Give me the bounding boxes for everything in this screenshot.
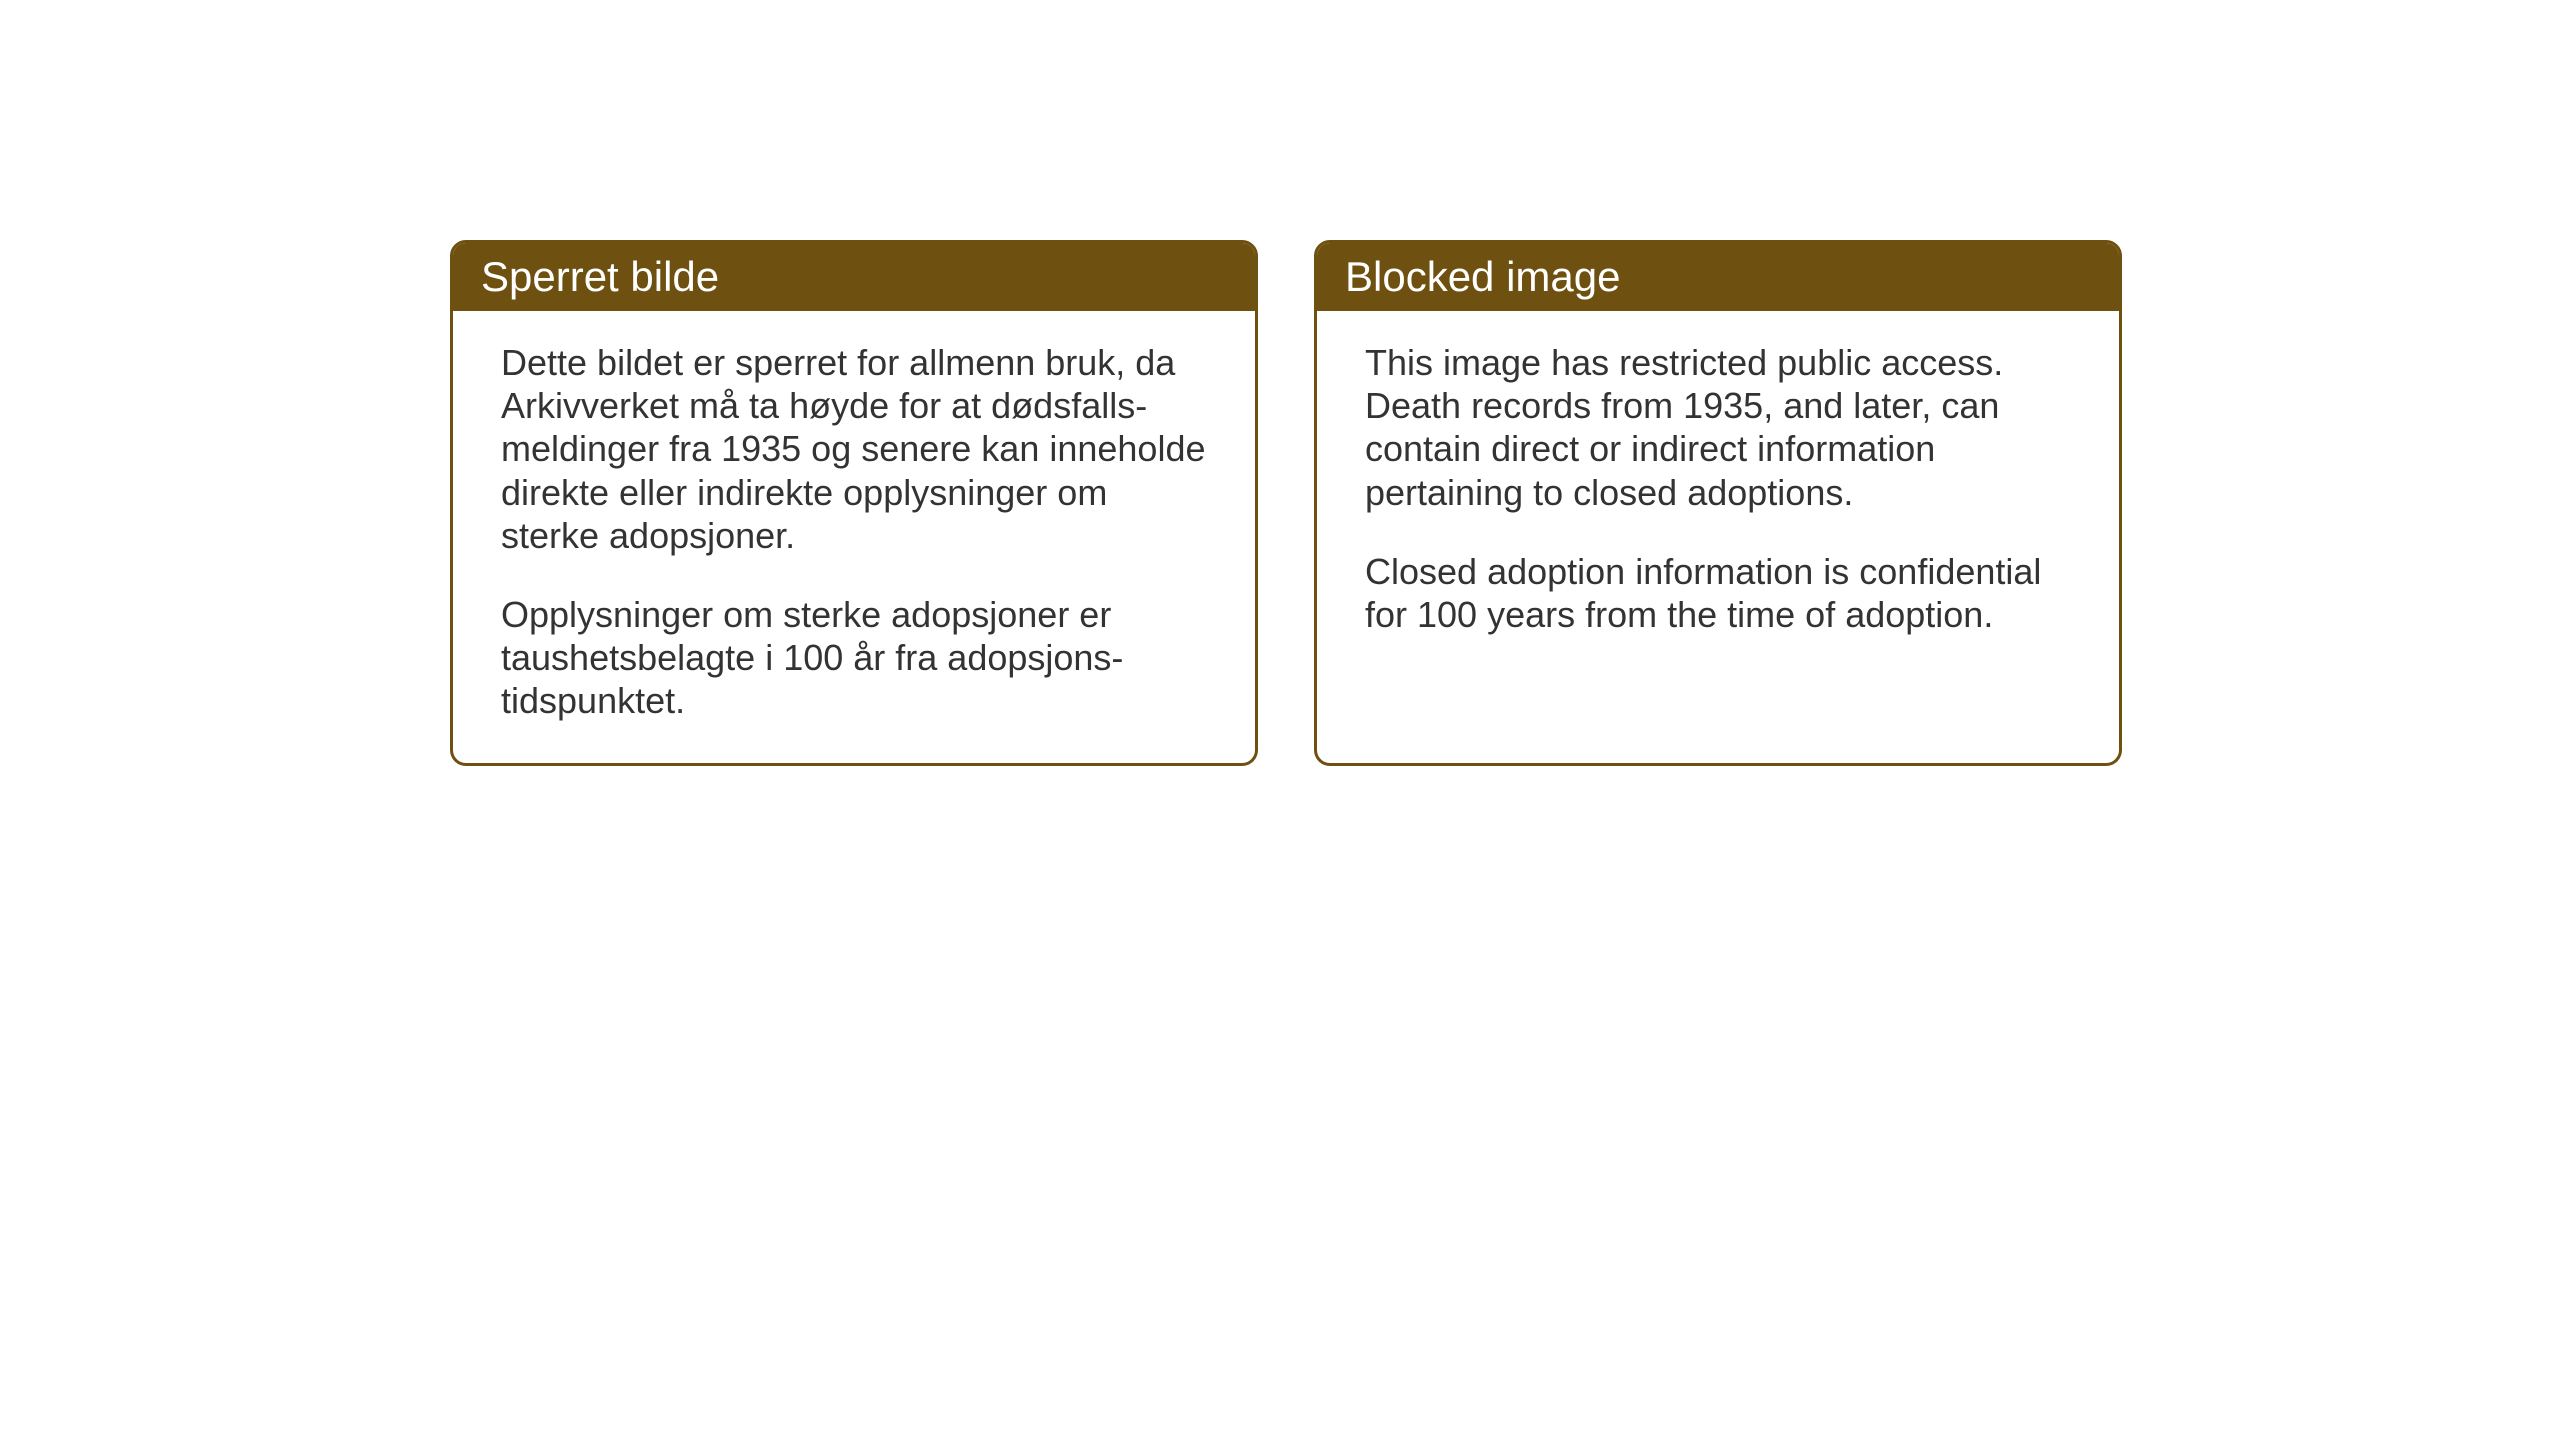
english-card-header: Blocked image <box>1317 243 2119 311</box>
norwegian-paragraph-1: Dette bildet er sperret for allmenn bruk… <box>501 341 1207 557</box>
norwegian-notice-card: Sperret bilde Dette bildet er sperret fo… <box>450 240 1258 766</box>
english-notice-card: Blocked image This image has restricted … <box>1314 240 2122 766</box>
english-card-body: This image has restricted public access.… <box>1317 311 2119 676</box>
norwegian-card-title: Sperret bilde <box>481 253 719 300</box>
english-paragraph-1: This image has restricted public access.… <box>1365 341 2071 514</box>
norwegian-paragraph-2: Opplysninger om sterke adopsjoner er tau… <box>501 593 1207 723</box>
notice-container: Sperret bilde Dette bildet er sperret fo… <box>450 240 2122 766</box>
norwegian-card-body: Dette bildet er sperret for allmenn bruk… <box>453 311 1255 763</box>
norwegian-card-header: Sperret bilde <box>453 243 1255 311</box>
english-card-title: Blocked image <box>1345 253 1620 300</box>
english-paragraph-2: Closed adoption information is confident… <box>1365 550 2071 636</box>
